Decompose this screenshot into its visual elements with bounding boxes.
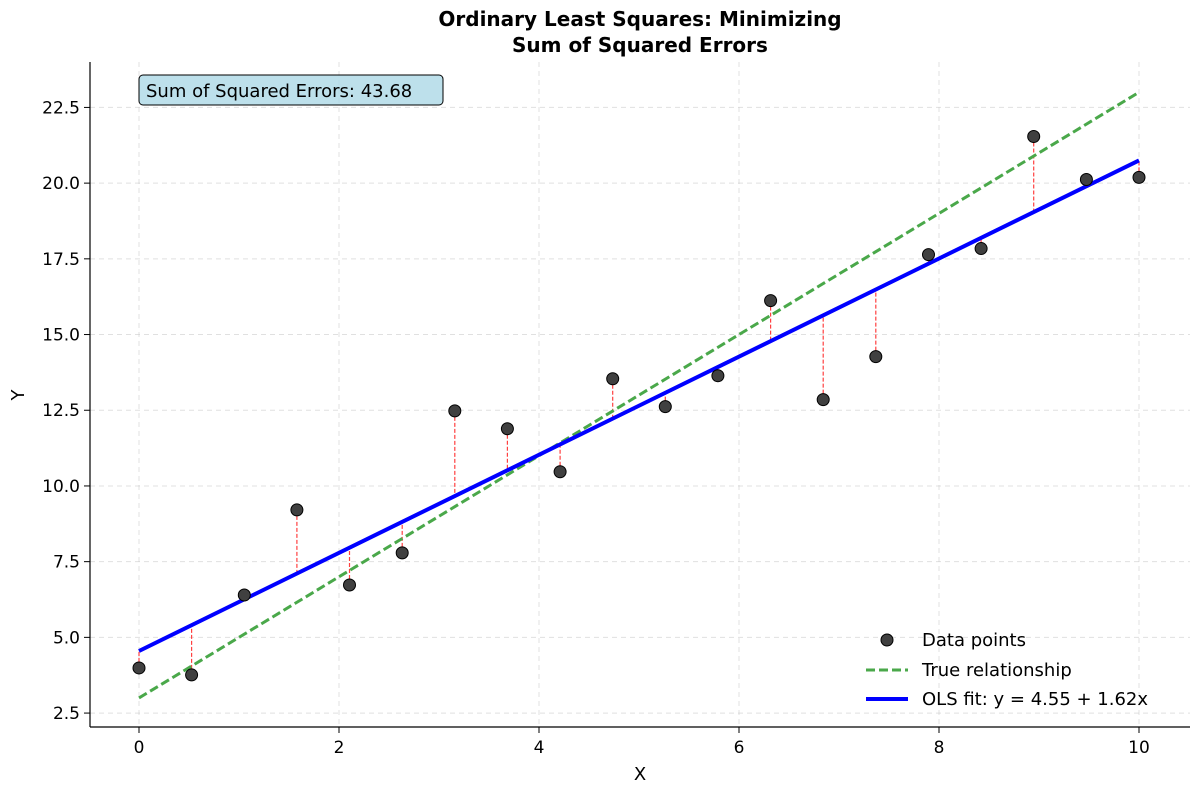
x-tick-label: 6 (734, 738, 745, 758)
y-tick-label: 7.5 (53, 553, 80, 573)
y-tick-label: 22.5 (42, 98, 80, 118)
data-point (132, 661, 146, 675)
data-point (290, 503, 304, 517)
legend-marker-points (880, 633, 894, 647)
ols-fit-line (138, 158, 1140, 653)
data-point (606, 372, 620, 386)
y-tick-label: 17.5 (42, 250, 80, 270)
y-axis-label: Y (8, 389, 29, 402)
data-point (1079, 172, 1093, 186)
x-axis-label: X (634, 764, 646, 785)
lines (138, 90, 1140, 700)
data-point (658, 400, 672, 414)
y-tick-label: 12.5 (42, 401, 80, 421)
axes: 0 2 4 6 8 10 2.5 5.0 7.5 10.0 12.5 15.0 17.5 20.0 22.5 (42, 62, 1190, 758)
data-point (816, 393, 830, 407)
legend-label-ols: OLS fit: y = 4.55 + 1.62x (922, 689, 1148, 710)
grid (90, 62, 1190, 727)
legend: Data points True relationship OLS fit: y… (866, 630, 1148, 710)
data-point (1132, 170, 1146, 184)
x-tick-label: 8 (934, 738, 945, 758)
y-tick-label: 2.5 (53, 704, 80, 724)
data-point (448, 404, 462, 418)
data-point (343, 578, 356, 592)
data-point (553, 465, 567, 479)
y-tick-label: 20.0 (42, 174, 80, 194)
data-point (922, 248, 935, 262)
legend-label-true: True relationship (921, 660, 1072, 681)
data-point (500, 422, 514, 436)
data-points (132, 129, 1146, 682)
data-point (974, 242, 988, 256)
x-tick-label: 0 (134, 738, 145, 758)
y-tick-label: 10.0 (42, 477, 80, 497)
data-point (1027, 129, 1041, 143)
data-point (237, 588, 251, 602)
x-tick-label: 10 (1128, 738, 1150, 758)
chart-title-line1: Ordinary Least Squares: Minimizing (438, 7, 841, 31)
data-point (711, 369, 725, 383)
y-tick-label: 15.0 (42, 326, 80, 346)
data-point (764, 294, 778, 308)
y-tick-label: 5.0 (53, 628, 80, 648)
sse-annotation-text: Sum of Squared Errors: 43.68 (146, 81, 412, 102)
data-point (869, 350, 883, 364)
data-point (185, 668, 199, 682)
x-tick-label: 4 (534, 738, 545, 758)
chart-title-line2: Sum of Squared Errors (512, 33, 768, 57)
sse-annotation: Sum of Squared Errors: 43.68 (138, 74, 444, 106)
legend-label-points: Data points (922, 630, 1026, 651)
x-tick-label: 2 (334, 738, 345, 758)
data-point (395, 546, 409, 560)
